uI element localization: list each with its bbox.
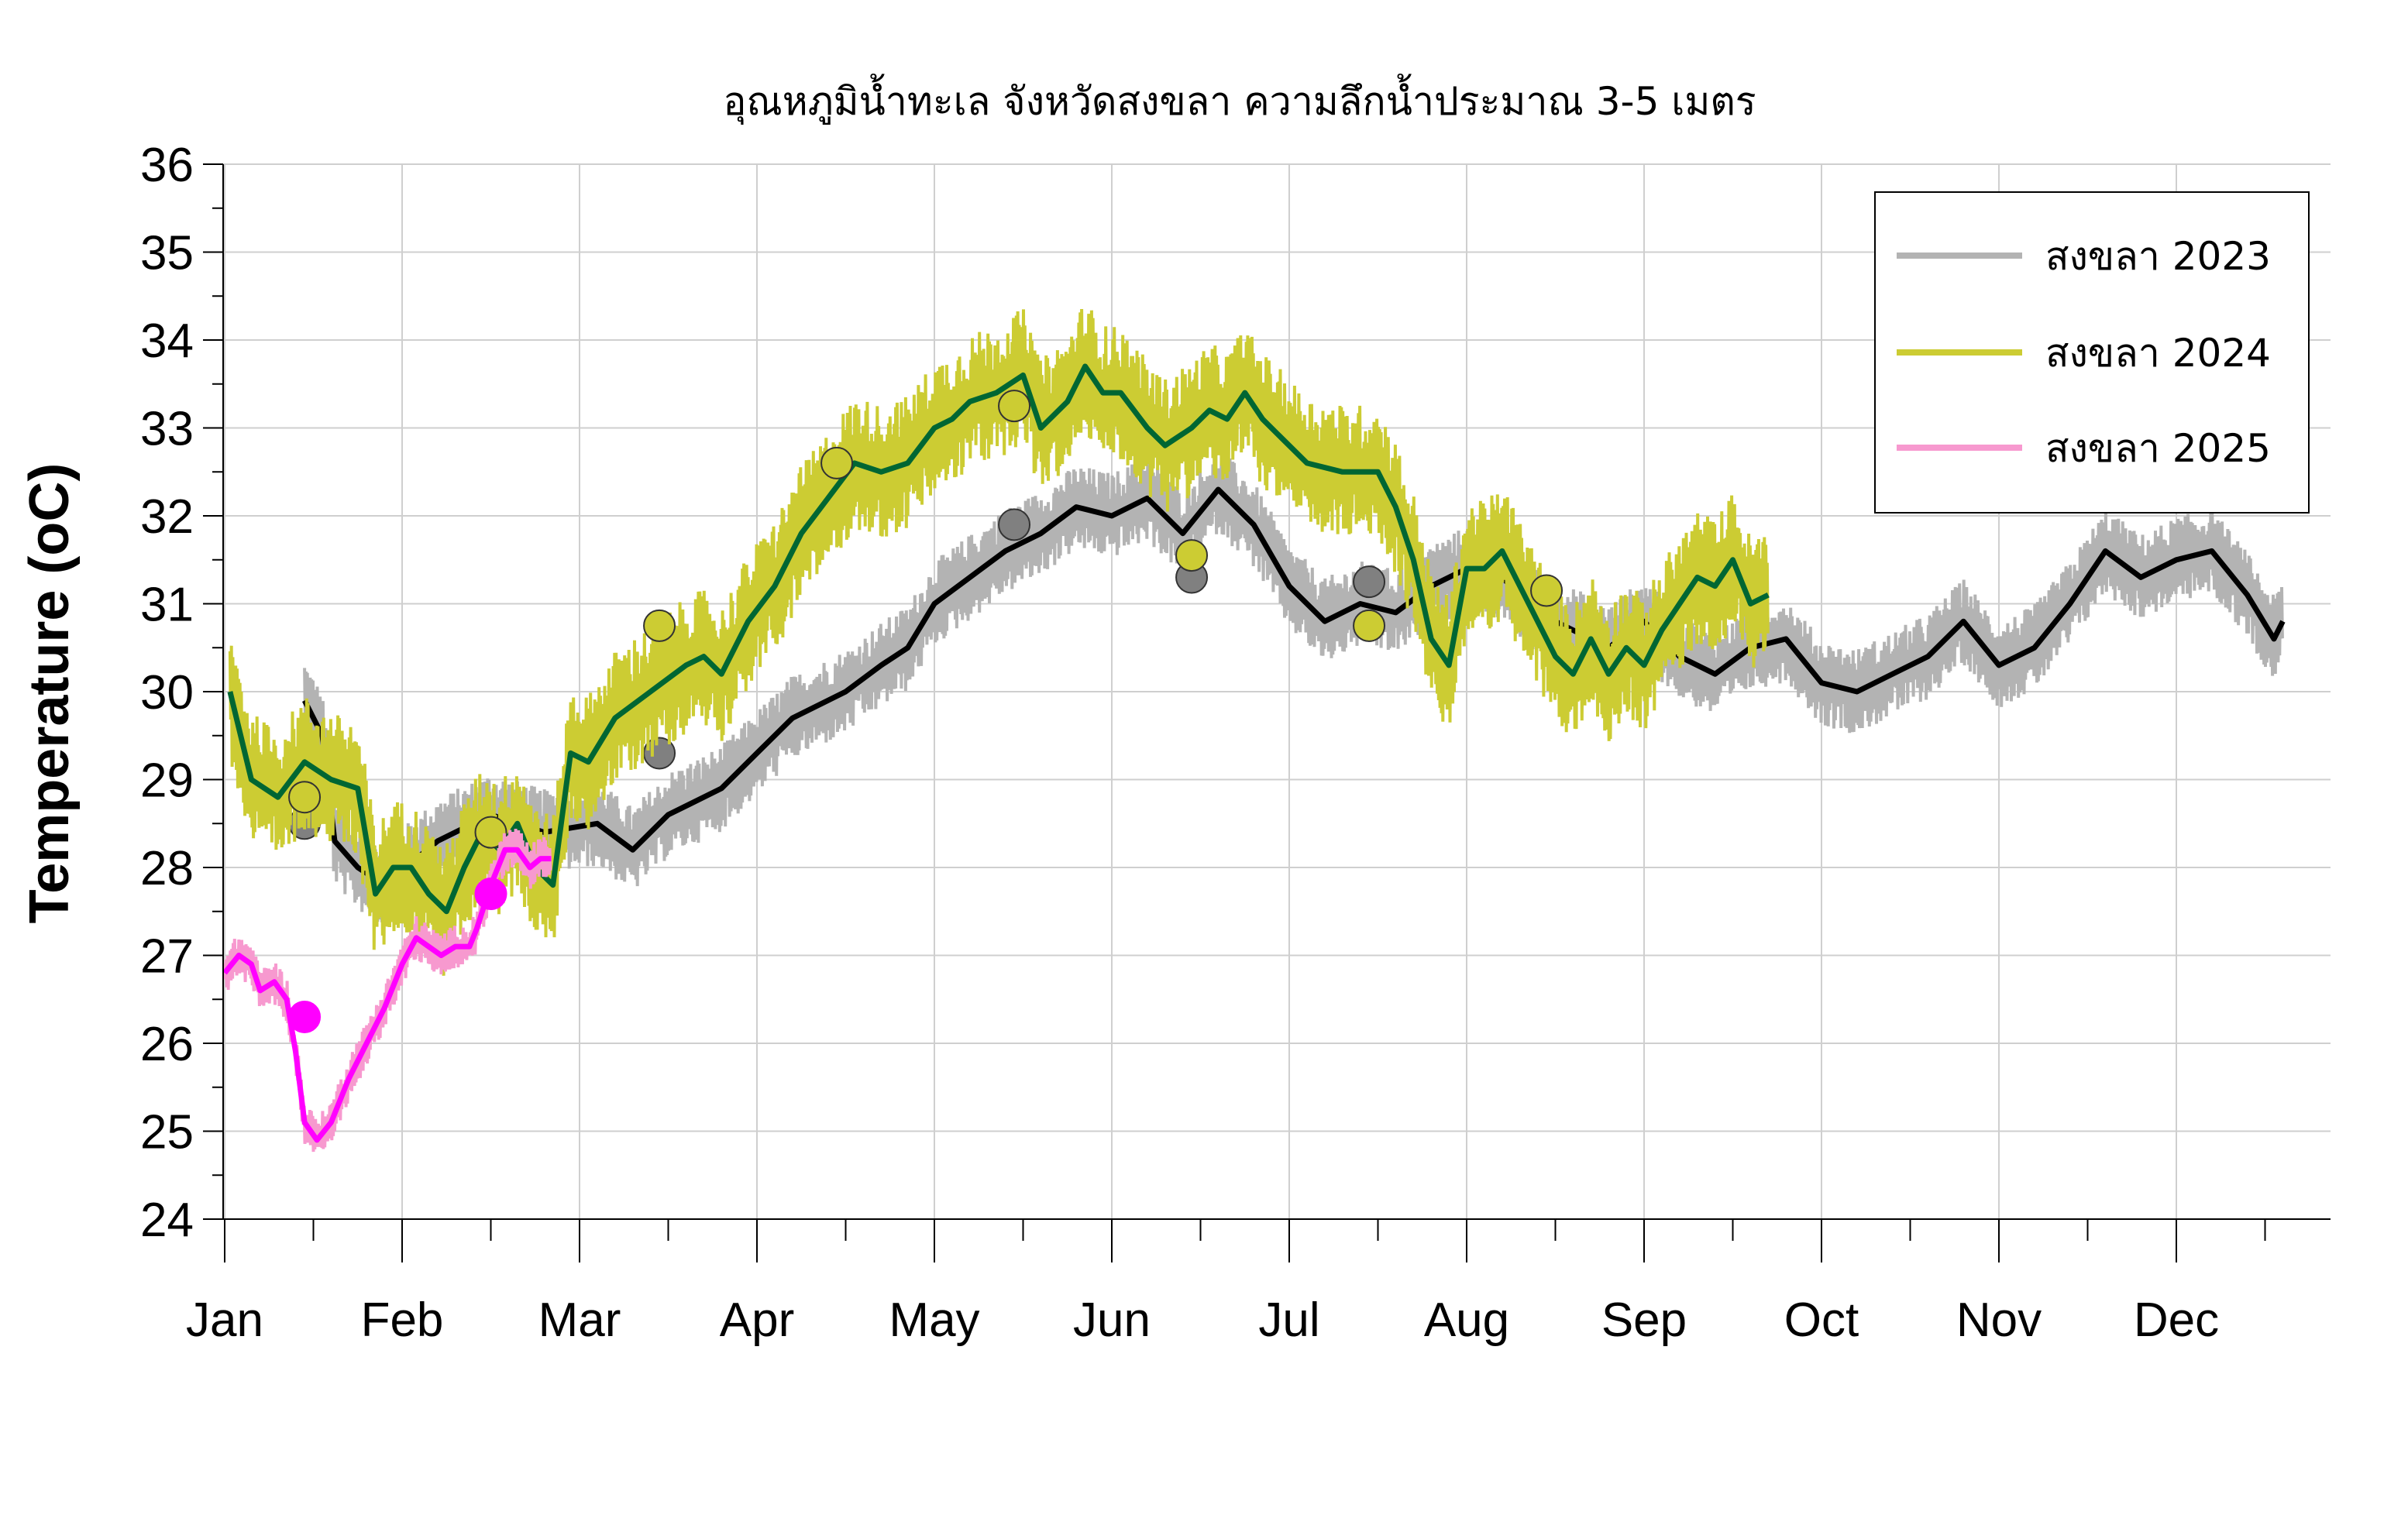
y-tick-label: 25 xyxy=(140,1106,194,1159)
y-tick-label: 35 xyxy=(140,227,194,280)
monthly-point xyxy=(1353,565,1386,599)
y-tick-label: 26 xyxy=(140,1018,194,1071)
monthly-point xyxy=(998,508,1031,541)
y-tick-label: 28 xyxy=(140,842,194,895)
tick-labels: 24 25 26 27 28 29 30 31 32 33 34 35 36 Jan Feb Mar Apr Ma… xyxy=(140,139,2219,1347)
monthly-point xyxy=(1353,609,1386,642)
x-tick-label: Oct xyxy=(1784,1293,1859,1347)
mean-series-line xyxy=(301,486,2286,888)
y-axis-label: Temperature (oC) xyxy=(19,463,81,924)
x-tick-label: Jan xyxy=(186,1293,263,1347)
monthly-point xyxy=(998,390,1031,423)
chart-title: อุณหภูมิน้ำทะเล จังหวัดสงขลา ความลึกน้ำป… xyxy=(723,74,1756,125)
y-tick-label: 30 xyxy=(140,666,194,720)
y-tick-label: 34 xyxy=(140,314,194,368)
monthly-point xyxy=(474,878,507,911)
series-2 xyxy=(227,308,1770,976)
y-tick-label: 32 xyxy=(140,490,194,544)
x-tick-label: Jun xyxy=(1073,1293,1151,1347)
legend-label-2023: สงขลา 2023 xyxy=(2045,234,2271,279)
x-tick-label: Mar xyxy=(538,1293,621,1347)
raw-series-line xyxy=(303,454,2284,925)
series-3 xyxy=(222,828,552,1153)
legend-label-2025: สงขลา 2025 xyxy=(2045,426,2271,471)
monthly-point xyxy=(1530,574,1563,607)
monthly-point xyxy=(643,609,676,642)
y-tick-label: 36 xyxy=(140,139,194,192)
x-tick-label: Aug xyxy=(1424,1293,1509,1347)
y-tick-label: 24 xyxy=(140,1194,194,1247)
x-tick-label: Dec xyxy=(2134,1293,2219,1347)
x-tick-label: Jul xyxy=(1258,1293,1319,1347)
monthly-point xyxy=(288,1000,322,1033)
monthly-point xyxy=(474,816,507,849)
x-tick-label: Feb xyxy=(361,1293,444,1347)
axes xyxy=(203,163,2331,1262)
monthly-point xyxy=(1175,539,1209,572)
x-tick-label: Apr xyxy=(720,1293,794,1347)
x-tick-label: Sep xyxy=(1601,1293,1687,1347)
legend-label-2024: สงขลา 2024 xyxy=(2045,331,2271,376)
monthly-point xyxy=(288,781,322,814)
series-layer xyxy=(222,308,2286,1153)
legend: สงขลา 2023 สงขลา 2024 สงขลา 2025 xyxy=(1874,191,2310,514)
y-tick-label: 33 xyxy=(140,403,194,456)
y-tick-label: 29 xyxy=(140,754,194,808)
x-tick-label: Nov xyxy=(1956,1293,2042,1347)
mean-series-line xyxy=(222,847,552,1143)
y-tick-label: 27 xyxy=(140,930,194,984)
monthly-point xyxy=(820,446,854,479)
series-1 xyxy=(288,454,2286,925)
x-tick-label: May xyxy=(889,1293,979,1347)
y-tick-label: 31 xyxy=(140,579,194,632)
